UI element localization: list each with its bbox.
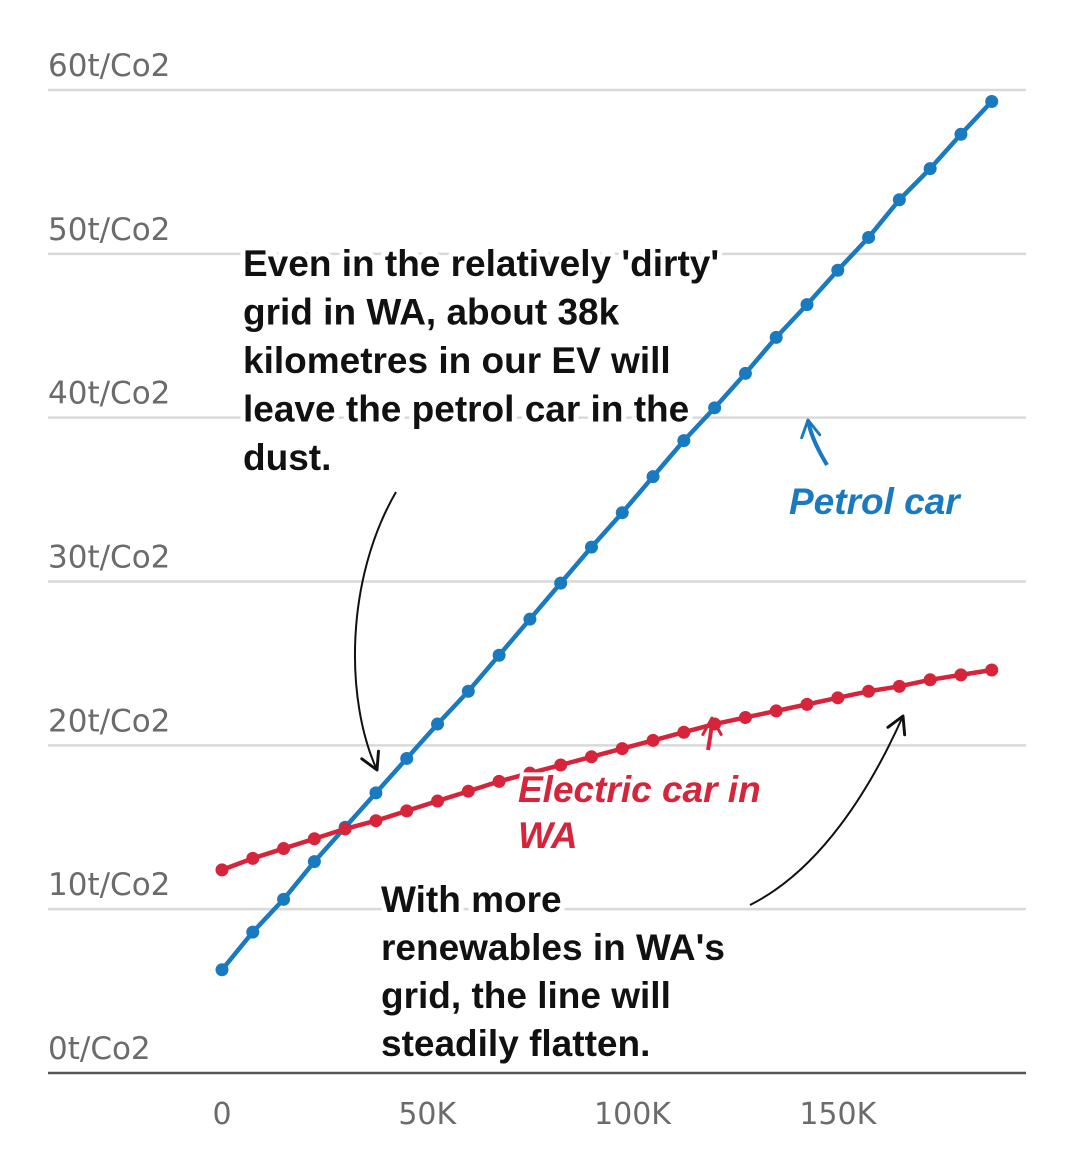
data-point xyxy=(523,612,537,626)
x-tick-label: 0 xyxy=(212,1097,231,1132)
data-point xyxy=(677,434,691,448)
data-point xyxy=(554,758,568,772)
annotation-line: Even in the relatively 'dirty' xyxy=(243,243,719,284)
data-point xyxy=(923,162,937,176)
series-label-line: Electric car in xyxy=(518,769,761,810)
data-point xyxy=(492,648,506,662)
series-label-line: Petrol car xyxy=(789,481,962,522)
data-point xyxy=(769,330,783,344)
data-point xyxy=(584,750,598,764)
electric-label: Electric car in WA xyxy=(514,765,765,860)
y-tick-label: 10t/Co2 xyxy=(48,867,170,903)
data-point xyxy=(277,842,291,856)
data-point xyxy=(338,822,352,836)
data-point xyxy=(954,127,968,141)
renewables-note: With more renewables in WA's grid, the lin… xyxy=(376,874,730,1069)
data-point xyxy=(615,742,629,756)
data-point xyxy=(215,963,229,977)
data-point xyxy=(431,717,445,731)
data-point xyxy=(461,784,475,798)
data-point xyxy=(800,697,814,711)
annotation-line: dust. xyxy=(243,437,331,478)
x-axis-ticks: 0 50K 100K 150K xyxy=(212,1097,877,1132)
data-point xyxy=(738,366,752,380)
data-point xyxy=(985,663,999,677)
data-point xyxy=(677,725,691,739)
series-labels: Petrol car Electric car in WA xyxy=(514,477,966,860)
data-point xyxy=(369,786,383,800)
data-point xyxy=(246,851,260,865)
data-point xyxy=(923,673,937,687)
electric-label-arrow xyxy=(701,716,723,751)
data-point xyxy=(769,704,783,718)
data-point xyxy=(646,470,660,484)
series-line xyxy=(219,99,994,973)
data-point xyxy=(400,751,414,765)
flatten-arrow xyxy=(749,714,907,906)
data-point xyxy=(400,804,414,818)
y-tick-label: 30t/Co2 xyxy=(48,540,170,576)
series-petrol xyxy=(215,94,999,977)
data-point xyxy=(800,298,814,312)
annotation-line: steadily flatten. xyxy=(381,1023,650,1064)
annotation-arrows xyxy=(353,418,907,906)
y-tick-label: 0t/Co2 xyxy=(48,1031,151,1067)
data-point xyxy=(831,691,845,705)
data-point xyxy=(307,832,321,846)
y-tick-label: 40t/Co2 xyxy=(48,376,170,412)
data-point xyxy=(461,684,475,698)
data-point xyxy=(307,855,321,869)
series-label-line: WA xyxy=(518,815,578,856)
data-point xyxy=(708,401,722,415)
data-point xyxy=(277,892,291,906)
annotation-line: With more xyxy=(381,879,562,920)
data-point xyxy=(862,230,876,244)
x-tick-label: 50K xyxy=(398,1097,457,1132)
annotation-line: leave the petrol car in the xyxy=(243,389,689,430)
data-point xyxy=(646,733,660,747)
y-tick-label: 20t/Co2 xyxy=(48,703,170,739)
data-point xyxy=(584,540,598,554)
data-point xyxy=(831,263,845,277)
petrol-label: Petrol car xyxy=(785,477,966,526)
data-point xyxy=(738,710,752,724)
annotation-line: grid, the line will xyxy=(381,975,671,1016)
data-point xyxy=(246,925,260,939)
data-point xyxy=(985,94,999,108)
crossover-note: Even in the relatively 'dirty' grid in WA… xyxy=(238,238,724,483)
annotation-line: renewables in WA's xyxy=(381,927,725,968)
data-point xyxy=(215,863,229,877)
data-point xyxy=(892,193,906,207)
data-point xyxy=(615,506,629,520)
petrol-label-arrow xyxy=(800,418,829,467)
annotations: Even in the relatively 'dirty' grid in WA… xyxy=(238,238,730,1069)
crossover-arrow xyxy=(353,491,397,772)
x-tick-label: 100K xyxy=(594,1097,672,1132)
data-point xyxy=(892,679,906,693)
annotation-line: grid in WA, about 38k xyxy=(243,292,620,333)
y-tick-label: 50t/Co2 xyxy=(48,212,170,248)
data-point xyxy=(369,814,383,828)
data-point xyxy=(554,576,568,590)
annotation-line: kilometres in our EV will xyxy=(243,340,671,381)
data-point xyxy=(954,668,968,682)
data-point xyxy=(431,794,445,808)
x-tick-label: 150K xyxy=(799,1097,877,1132)
series-lines xyxy=(215,94,999,977)
y-tick-label: 60t/Co2 xyxy=(48,48,170,84)
data-point xyxy=(523,766,537,780)
gridlines xyxy=(48,88,1026,911)
y-axis-ticks: 60t/Co2 50t/Co2 40t/Co2 30t/Co2 20t/Co2 10t/C… xyxy=(48,48,170,1067)
data-point xyxy=(862,684,876,698)
data-point xyxy=(492,774,506,788)
